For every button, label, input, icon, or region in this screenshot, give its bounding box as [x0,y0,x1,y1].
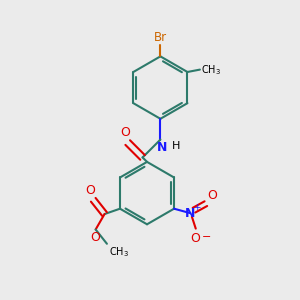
Text: −: − [202,232,212,242]
Text: O: O [190,232,200,244]
Text: H: H [172,141,180,151]
Text: Br: Br [154,31,167,44]
Text: O: O [208,189,218,202]
Text: N: N [185,207,196,220]
Text: +: + [194,203,201,212]
Text: CH$_3$: CH$_3$ [201,63,221,76]
Text: N: N [157,141,167,154]
Text: O: O [91,231,100,244]
Text: O: O [85,184,95,197]
Text: CH$_3$: CH$_3$ [109,246,129,260]
Text: O: O [120,126,130,139]
